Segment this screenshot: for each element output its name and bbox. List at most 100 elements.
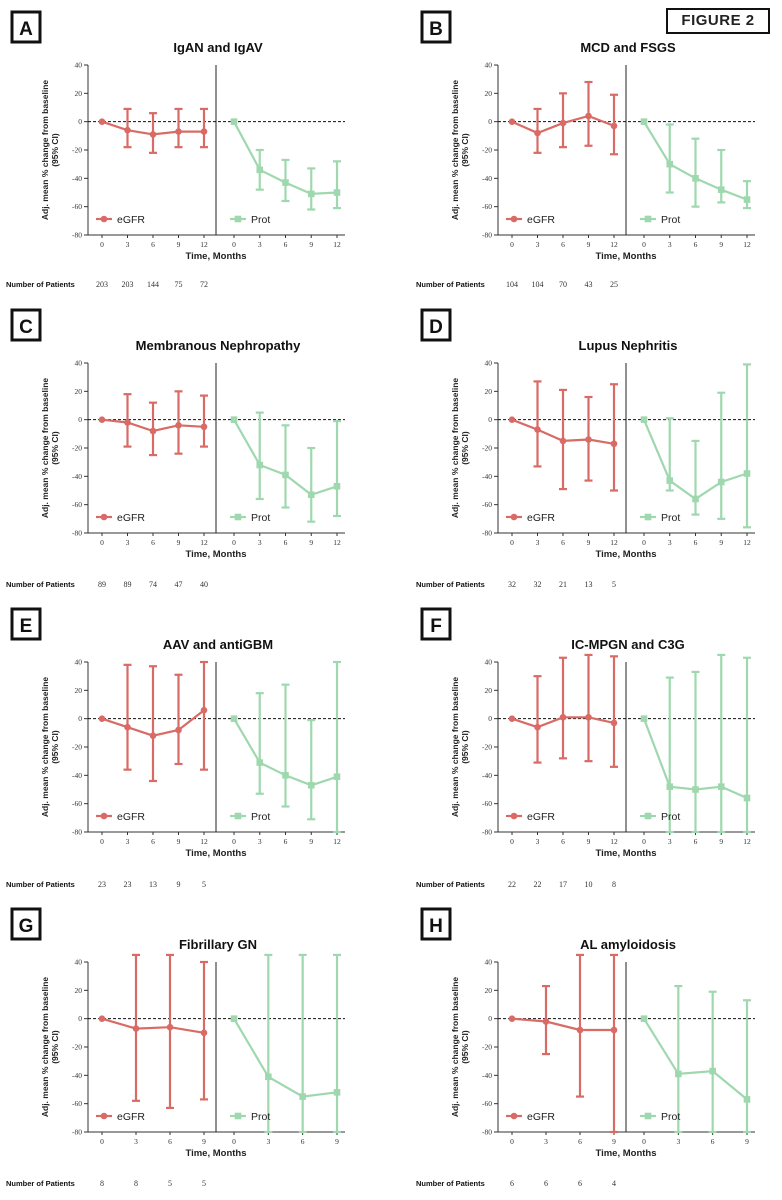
- x-axis-label: Time, Months: [185, 251, 246, 262]
- legend-label-prot: Prot: [251, 512, 270, 524]
- patients-count: 13: [585, 580, 593, 589]
- legend-label-egfr: eGFR: [117, 1111, 145, 1123]
- y-axis-label-ci: (95% CI): [460, 730, 470, 764]
- series-prot: Prot: [640, 984, 751, 1134]
- y-tick-label: -20: [72, 444, 82, 453]
- x-tick-label-egfr: 12: [200, 837, 208, 846]
- series-egfr: eGFR: [96, 390, 208, 524]
- x-tick-label-egfr: 0: [100, 837, 104, 846]
- y-tick-label: -60: [72, 799, 82, 808]
- x-axis-label: Time, Months: [185, 848, 246, 859]
- y-axis-label-ci: (95% CI): [50, 133, 60, 167]
- data-point: [333, 189, 341, 196]
- x-tick-label-egfr: 12: [610, 837, 618, 846]
- x-tick-label-egfr: 6: [151, 837, 155, 846]
- series-line: [511, 1017, 614, 1032]
- data-point: [175, 422, 182, 429]
- y-tick-label: 20: [485, 686, 493, 695]
- legend-swatch-marker: [234, 1112, 242, 1120]
- y-tick-label: 40: [75, 658, 83, 667]
- y-tick-label: -60: [482, 500, 492, 509]
- patients-count: 74: [149, 580, 157, 589]
- panel-letter: B: [429, 19, 443, 40]
- x-tick-label-prot: 12: [333, 837, 341, 846]
- y-tick-label: 40: [75, 359, 83, 368]
- patients-count: 5: [202, 1179, 206, 1188]
- series-egfr: eGFR: [506, 80, 618, 226]
- x-tick-label-prot: 0: [642, 1137, 646, 1146]
- patients-count: 89: [98, 580, 106, 589]
- patients-count: 6: [578, 1179, 582, 1188]
- x-tick-label-prot: 6: [284, 837, 288, 846]
- legend-label-egfr: eGFR: [527, 512, 555, 524]
- patients-count: 32: [508, 580, 516, 589]
- data-point: [610, 122, 618, 130]
- data-point: [230, 715, 238, 722]
- data-point: [534, 723, 541, 731]
- patients-count: 5: [612, 580, 616, 589]
- y-axis-label: Adj. mean % change from baseline: [450, 677, 460, 818]
- data-point: [675, 1070, 682, 1078]
- patients-count: 89: [124, 580, 132, 589]
- data-point: [640, 715, 648, 722]
- y-axis-label: Adj. mean % change from baseline: [40, 677, 50, 818]
- data-point: [307, 190, 315, 198]
- x-tick-label-egfr: 6: [168, 1137, 172, 1146]
- x-tick-label-egfr: 3: [536, 240, 540, 249]
- x-tick-label-egfr: 6: [561, 240, 565, 249]
- panel-letter-box: [10, 607, 42, 641]
- data-point: [743, 470, 751, 477]
- data-point: [282, 179, 289, 186]
- panel-letter-box: [10, 907, 42, 941]
- data-point: [166, 1023, 174, 1031]
- data-point: [98, 416, 106, 423]
- patients-count: 8: [100, 1179, 104, 1188]
- figure-label: FIGURE 2: [666, 8, 770, 34]
- legend-swatch-marker: [234, 812, 242, 820]
- series-prot: Prot: [230, 411, 341, 524]
- data-point: [256, 759, 264, 766]
- data-point: [585, 112, 592, 120]
- data-point: [200, 706, 208, 714]
- x-tick-label-prot: 6: [301, 1137, 305, 1146]
- data-point: [559, 119, 567, 127]
- x-tick-label-egfr: 9: [587, 240, 591, 249]
- x-tick-label-egfr: 0: [100, 240, 104, 249]
- x-tick-label-prot: 0: [232, 538, 236, 547]
- panel-letter-box: [420, 308, 452, 342]
- data-point: [666, 160, 674, 168]
- series-prot: Prot: [640, 653, 751, 834]
- x-tick-label-egfr: 6: [578, 1137, 582, 1146]
- series-egfr: eGFR: [506, 953, 618, 1134]
- y-tick-label: 0: [78, 714, 82, 723]
- y-tick-label: -80: [72, 529, 82, 538]
- patients-count: 70: [559, 280, 567, 289]
- legend-label-prot: Prot: [251, 811, 270, 823]
- y-tick-label: -40: [482, 472, 492, 481]
- panel-letter: G: [19, 916, 34, 937]
- data-point: [666, 477, 674, 484]
- series-egfr: eGFR: [506, 380, 618, 524]
- legend-label-prot: Prot: [251, 214, 270, 226]
- y-tick-label: -20: [482, 743, 492, 752]
- chart-title: AL amyloidosis: [580, 937, 676, 952]
- x-tick-label-egfr: 12: [200, 538, 208, 547]
- panel-letter: E: [20, 616, 33, 637]
- data-point: [692, 786, 699, 793]
- y-tick-label: 40: [485, 958, 493, 967]
- y-tick-label: -80: [72, 1128, 82, 1137]
- panel-letter: F: [430, 616, 442, 637]
- data-point: [743, 794, 751, 802]
- y-tick-label: 40: [75, 958, 83, 967]
- data-point: [585, 713, 592, 721]
- x-tick-label-prot: 3: [668, 837, 672, 846]
- y-axis-label-ci: (95% CI): [50, 1030, 60, 1064]
- data-point: [98, 1015, 106, 1022]
- y-tick-label: 0: [488, 117, 492, 126]
- data-point: [175, 726, 182, 734]
- patients-count: 17: [559, 880, 567, 889]
- legend-swatch-marker: [510, 215, 518, 223]
- data-point: [124, 723, 131, 731]
- x-tick-label-egfr: 0: [510, 240, 514, 249]
